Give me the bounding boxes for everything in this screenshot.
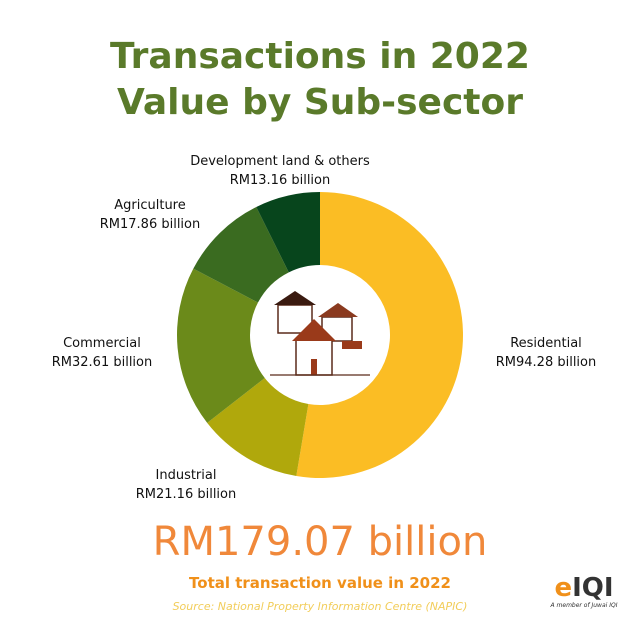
- label-agriculture: Agriculture RM17.86 billion: [88, 196, 212, 234]
- logo-tagline: A member of Juwai IQI: [550, 602, 618, 609]
- source-note: Source: National Property Information Ce…: [172, 600, 468, 613]
- label-industrial-value: RM21.16 billion: [135, 487, 237, 502]
- houses-icon: [270, 291, 370, 376]
- iqi-logo: eIQI A member of Juwai IQI: [536, 574, 632, 609]
- title-line-2: Value by Sub-sector: [116, 82, 524, 123]
- label-residential: Residential RM94.28 billion: [484, 334, 608, 372]
- label-industrial: Industrial RM21.16 billion: [124, 466, 248, 504]
- label-development-name: Development land & others: [190, 154, 370, 169]
- slice-development-land-others: [256, 192, 320, 273]
- label-agriculture-name: Agriculture: [114, 198, 186, 213]
- total-value: RM179.07 billion: [152, 519, 488, 565]
- slice-commercial: [177, 268, 265, 423]
- label-commercial-name: Commercial: [63, 336, 141, 351]
- label-residential-name: Residential: [510, 336, 582, 351]
- label-commercial: Commercial RM32.61 billion: [40, 334, 164, 372]
- label-development: Development land & others RM13.16 billio…: [170, 152, 390, 190]
- slice-residential: [296, 192, 463, 478]
- label-development-value: RM13.16 billion: [229, 173, 331, 188]
- logo-text: IQI: [572, 573, 614, 603]
- title-line-1: Transactions in 2022: [110, 36, 530, 77]
- slice-industrial: [207, 378, 309, 477]
- label-agriculture-value: RM17.86 billion: [99, 217, 201, 232]
- label-industrial-name: Industrial: [155, 468, 217, 483]
- label-commercial-value: RM32.61 billion: [51, 355, 153, 370]
- label-residential-value: RM94.28 billion: [495, 355, 597, 370]
- slice-agriculture: [193, 206, 289, 303]
- total-label: Total transaction value in 2022: [189, 574, 451, 592]
